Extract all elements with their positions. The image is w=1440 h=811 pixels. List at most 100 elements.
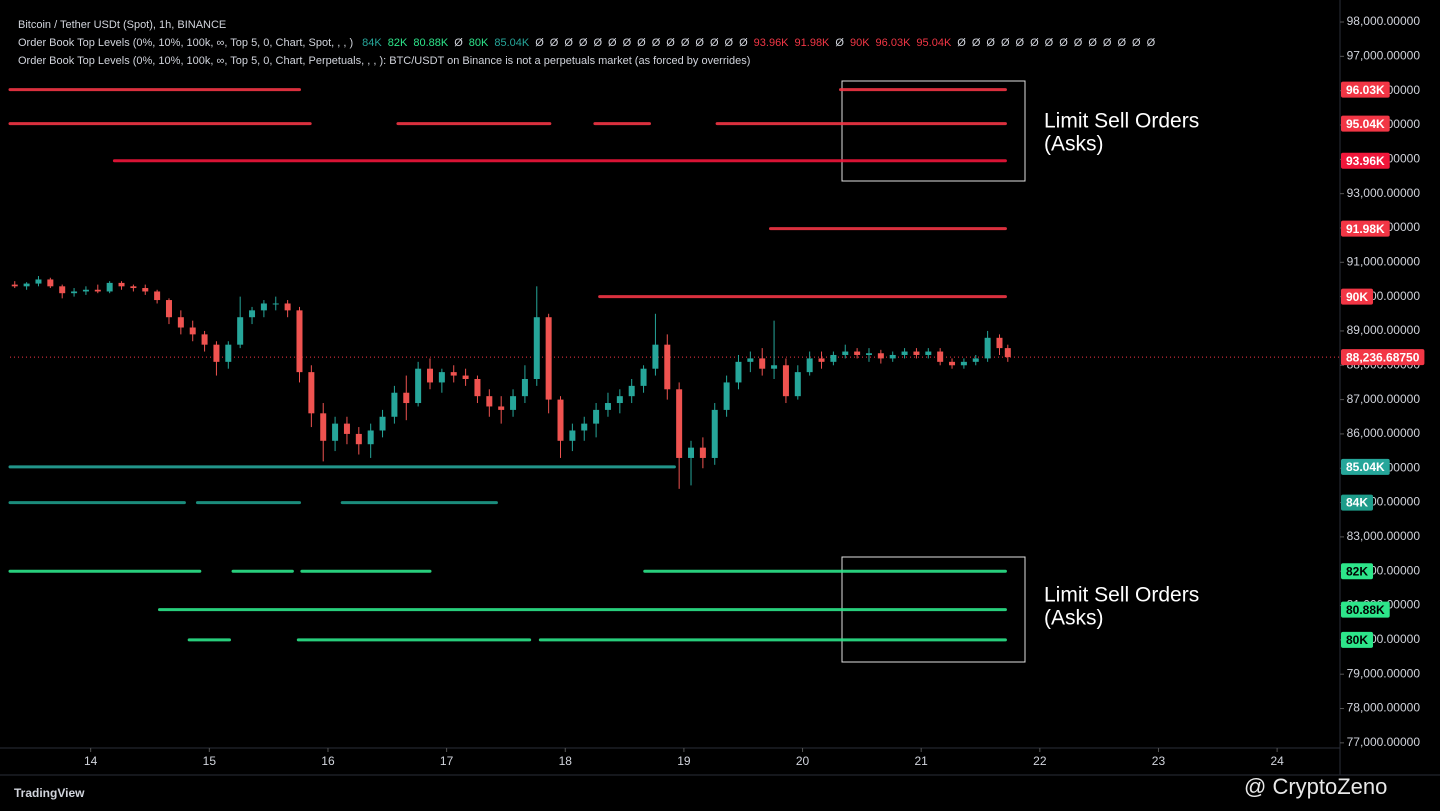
candle-body [581,423,588,431]
candle-body [937,351,944,362]
candle-body [427,368,433,383]
candle-body [628,385,635,397]
candle-body [23,283,30,287]
candle-body [771,365,778,369]
y-tick-label: 91,000.00000 [1347,254,1421,268]
y-tick-label: 83,000.00000 [1347,529,1421,543]
level-badge [1341,220,1390,237]
indicator-value: Ø [680,37,690,49]
candle-body [213,344,220,362]
level-badge [1341,563,1374,580]
last-price-badge [1341,349,1425,366]
symbol-title: Bitcoin / Tether USDt (Spot), 1h, BINANC… [18,19,227,31]
candle-body [94,289,101,292]
indicator-value: Ø [549,37,559,49]
candle-body [403,392,410,404]
indicator-value: Ø [651,37,661,49]
candle-body [842,351,849,355]
indicator-value: Ø [739,37,748,49]
legend-row: Order Book Top Levels (0%, 10%, 100k, ∞,… [18,52,1155,70]
candle-body [723,382,730,410]
y-tick-label: 89,000.00000 [1347,323,1421,337]
indicator-value: Ø [1000,37,1010,49]
candle-body [616,396,623,404]
candle-body [830,354,837,362]
indicator-value: Ø [957,37,966,49]
level-badge [1341,152,1390,169]
indicator-value: 84K [362,37,382,49]
indicator-value: Ø [622,37,632,49]
candle-body [189,327,196,335]
y-tick-label: 93,000.00000 [1347,186,1421,200]
indicator-value: Ø [986,37,995,49]
level-badge-label: 95.04K [1346,117,1385,131]
candle-body [332,423,339,441]
indicator-value: 85.04K [494,37,530,49]
candle-body [806,358,813,373]
candle-body [47,279,54,287]
y-tick-label: 77,000.00000 [1347,735,1421,749]
candle-body [652,344,659,369]
indicator-value: Ø [1117,37,1127,49]
y-tick-label: 79,000.00000 [1347,666,1421,680]
candle-body [711,409,718,458]
candle-body [106,282,113,292]
candle-body [59,286,66,294]
indicator-values: 84K 82K 80.88K Ø 80K 85.04K Ø Ø Ø Ø Ø Ø Ø Ø Ø Ø Ø Ø Ø Ø Ø 93.… [362,34,1155,52]
annotation: (Asks) [1044,607,1104,630]
candle-body [557,399,564,441]
candle-body [450,372,457,376]
candle-body [1004,348,1011,358]
x-tick-label: 17 [440,754,454,768]
x-tick-label: 19 [677,754,691,768]
candle-body [510,396,517,410]
x-tick-label: 15 [203,754,217,768]
indicator-value: Ø [1073,37,1083,49]
candle-body [688,447,695,458]
indicator-value: 80.88K [413,37,449,49]
candle-body [604,403,611,410]
candle-body [699,447,706,458]
candle-body [35,279,42,284]
candle-body [569,430,576,441]
candle-body [320,413,327,441]
indicator-value: 91.98K [794,37,830,49]
candle-body [142,288,149,292]
level-badge-label: 82K [1346,564,1368,578]
candle-body [379,416,386,431]
candle-body [545,317,552,400]
candle-body [498,406,505,410]
candle-body [818,358,825,362]
candle-body [735,361,742,383]
y-tick-label: 87,000.00000 [1347,392,1421,406]
legend: Bitcoin / Tether USDt (Spot), 1h, BINANC… [18,16,1155,70]
candle-body [438,372,445,383]
last-price-badge-label: 88,236.68750 [1346,350,1420,364]
candle-body [794,372,801,397]
annotation: Limit Sell Orders [1044,584,1199,607]
candle-body [486,396,493,407]
indicator-value: Ø [593,37,603,49]
level-badge-label: 91.98K [1346,222,1385,236]
candle-body [474,379,481,397]
candle-body [593,409,600,424]
candle-body [284,303,291,311]
candle-body [272,303,279,305]
brand: TradingView [14,786,85,800]
level-badge-label: 80.88K [1346,603,1385,617]
candle-body [865,353,872,355]
candle-body [913,351,920,355]
candle-body [11,284,18,287]
candle-body [640,368,647,386]
candle-body [308,372,315,414]
indicator-value: Ø [1146,37,1156,49]
candle-body [877,353,884,359]
candle-body [676,389,683,458]
level-badge [1341,81,1390,98]
level-badge-label: 90K [1346,290,1368,304]
candle-body [747,358,754,362]
level-badge-label: 85.04K [1346,460,1385,474]
candle-body [984,337,991,359]
